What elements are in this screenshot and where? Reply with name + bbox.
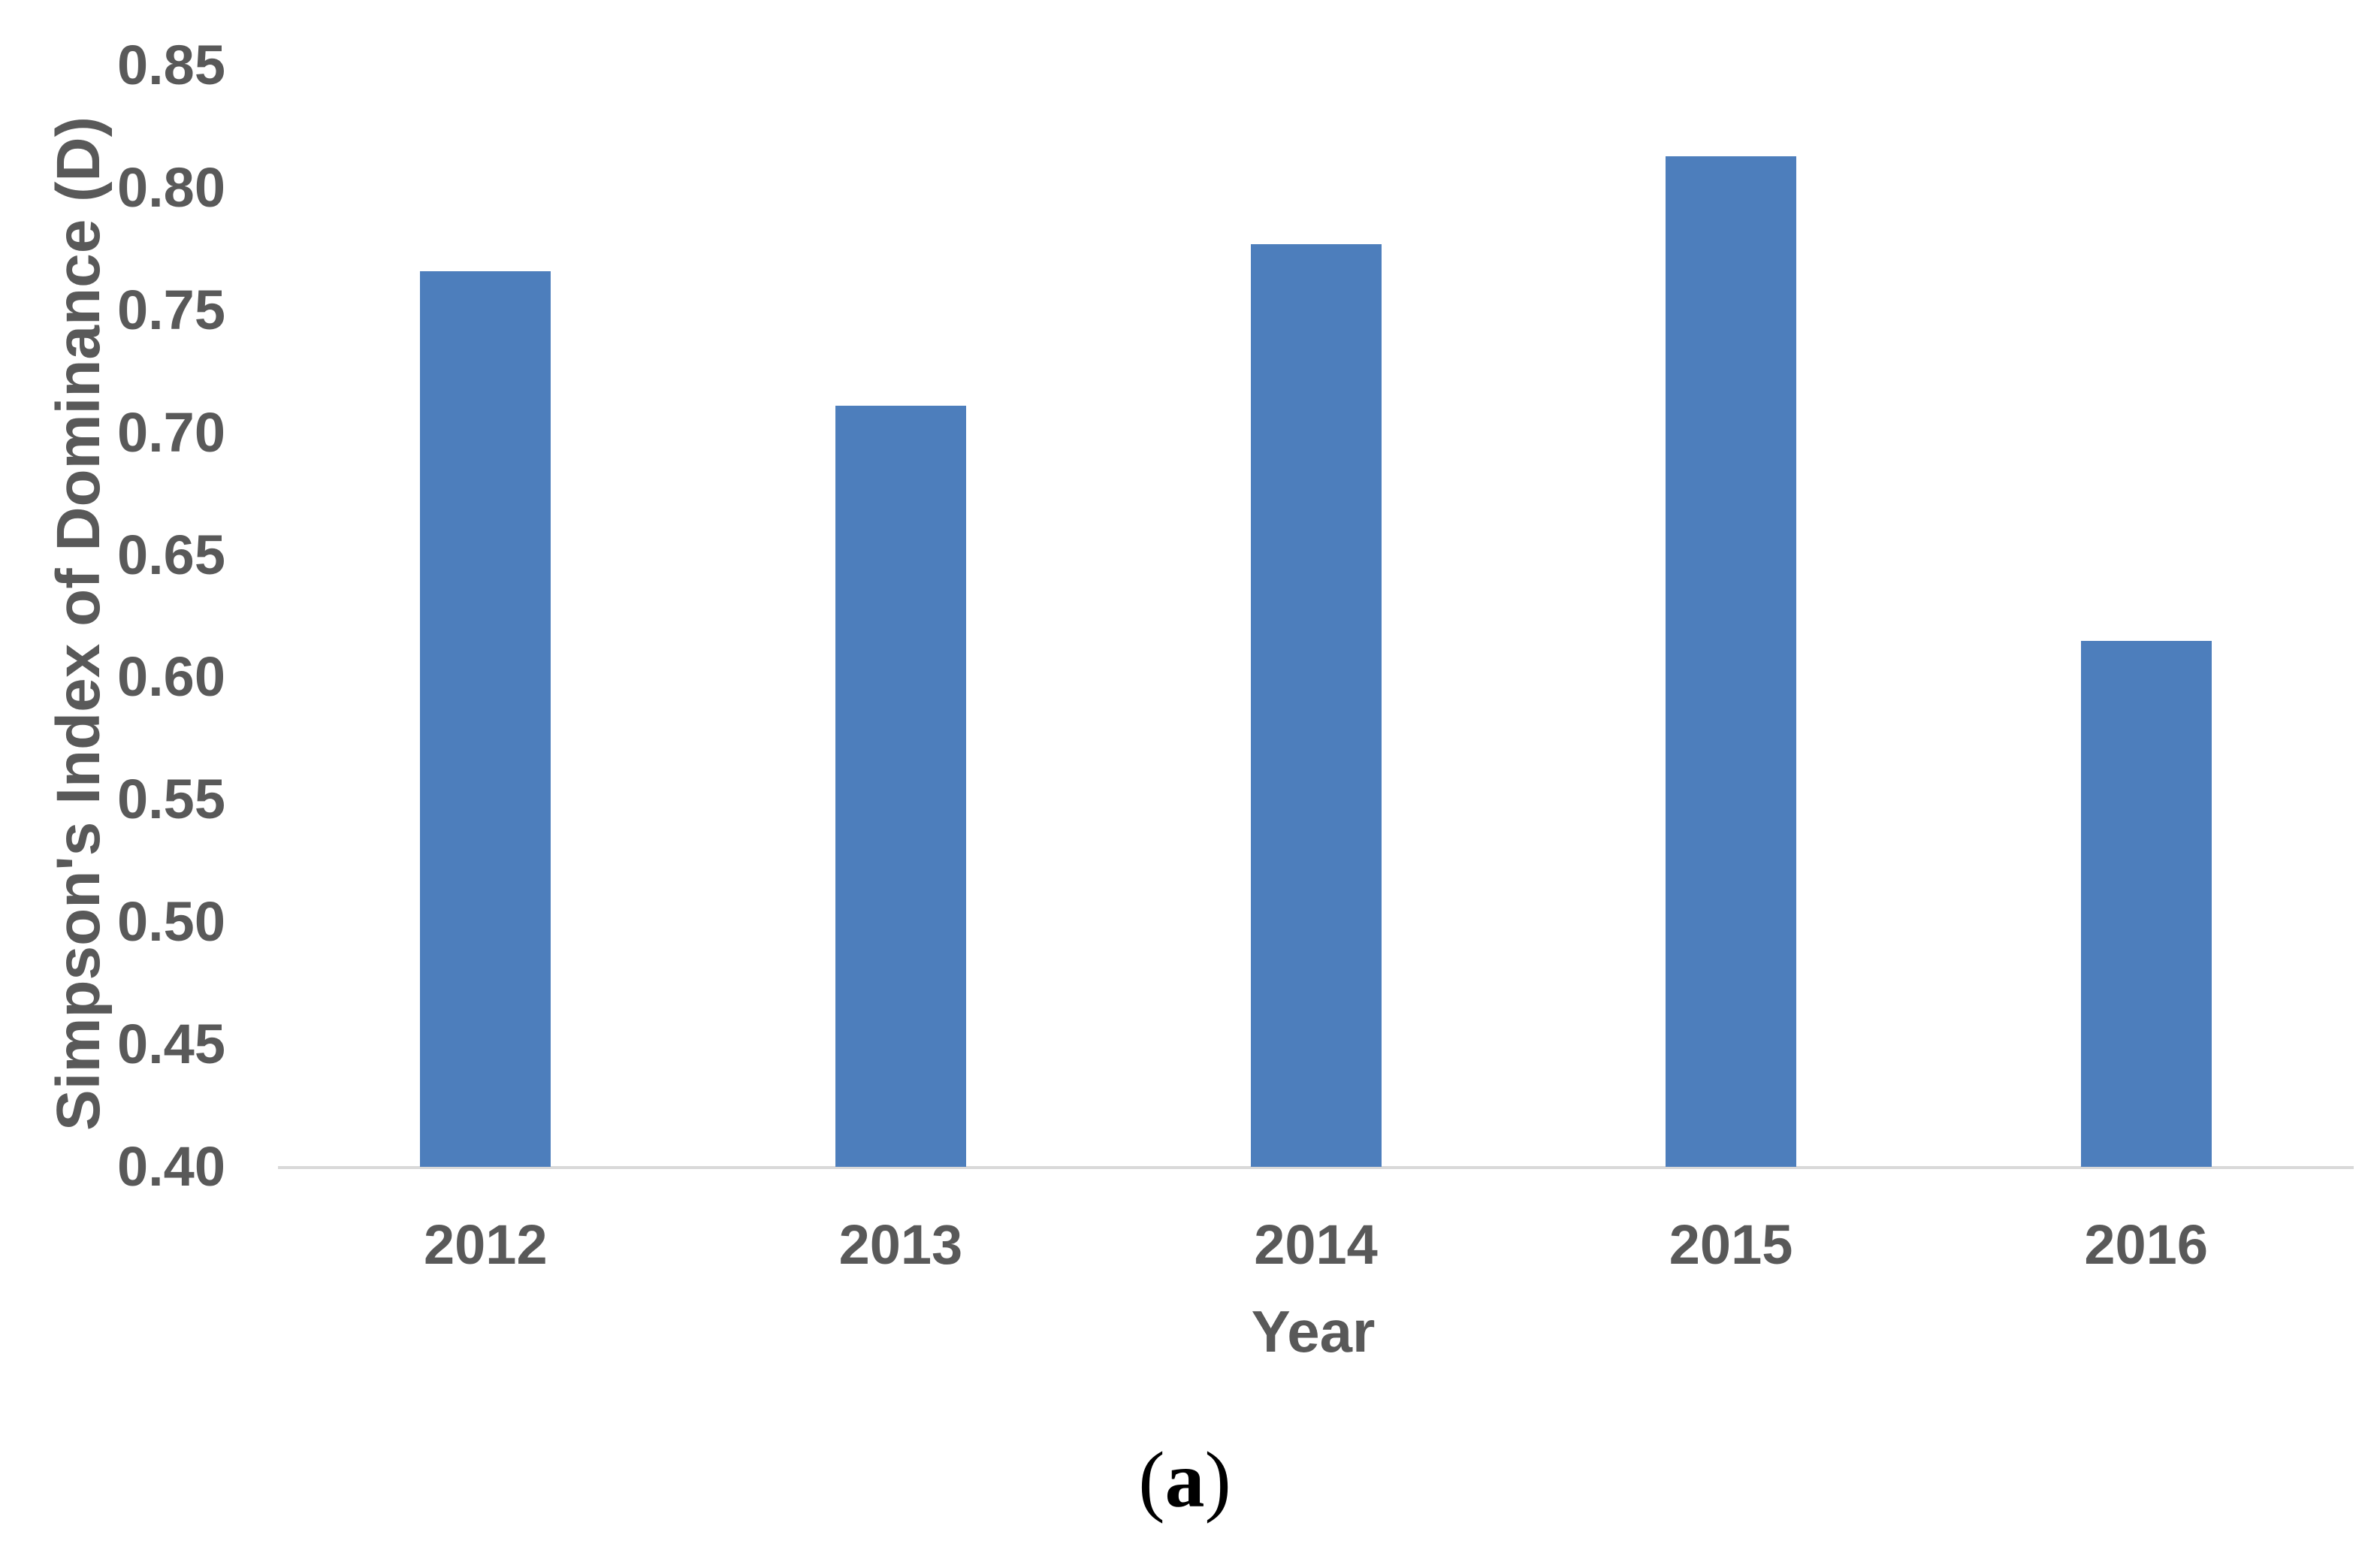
x-tick-label-2013: 2013 bbox=[838, 1213, 963, 1276]
y-tick-label-0.55: 0.55 bbox=[116, 768, 225, 831]
y-tick-label-0.50: 0.50 bbox=[116, 890, 225, 953]
bar-2012 bbox=[420, 270, 551, 1167]
x-tick-label-2014: 2014 bbox=[1254, 1213, 1378, 1276]
y-tick-label-0.40: 0.40 bbox=[116, 1135, 225, 1198]
y-tick-label-0.65: 0.65 bbox=[116, 523, 225, 586]
x-tick-label-2016: 2016 bbox=[2084, 1213, 2208, 1276]
y-tick-label-0.85: 0.85 bbox=[116, 34, 225, 96]
x-axis-line bbox=[278, 1166, 2354, 1169]
caption-letter: a bbox=[1164, 1436, 1205, 1524]
bar-2015 bbox=[1666, 156, 1797, 1167]
bar-2013 bbox=[835, 405, 966, 1167]
x-tick-label-2015: 2015 bbox=[1669, 1213, 1793, 1276]
y-tick-label-0.60: 0.60 bbox=[116, 645, 225, 709]
x-axis-title: Year bbox=[1251, 1298, 1376, 1364]
y-tick-label-0.80: 0.80 bbox=[116, 156, 225, 219]
y-tick-label-0.45: 0.45 bbox=[116, 1013, 225, 1076]
caption-paren-close: ) bbox=[1204, 1436, 1231, 1524]
caption-paren-open: ( bbox=[1138, 1436, 1165, 1524]
y-tick-label-0.75: 0.75 bbox=[116, 278, 225, 341]
bar-2016 bbox=[2080, 640, 2212, 1167]
y-tick-label-0.70: 0.70 bbox=[116, 400, 225, 464]
bar-2014 bbox=[1250, 243, 1382, 1167]
figure-caption: (a) bbox=[959, 1431, 1410, 1529]
x-tick-label-2012: 2012 bbox=[423, 1213, 548, 1276]
